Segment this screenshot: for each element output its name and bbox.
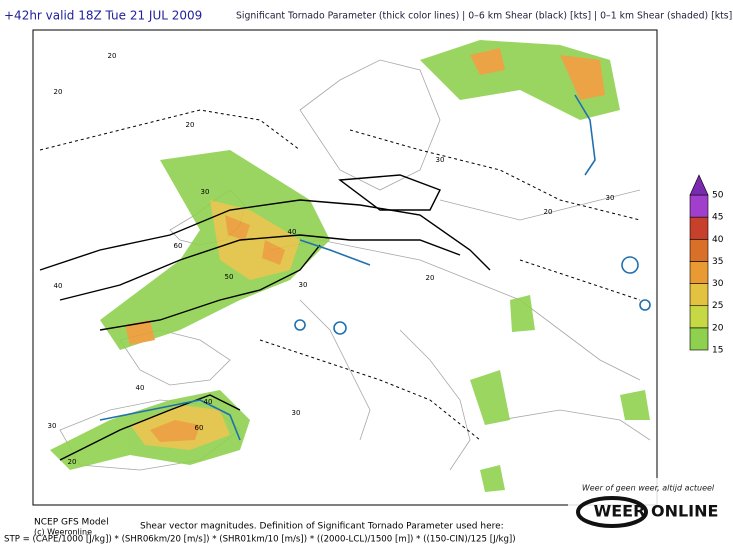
logo-ring (576, 496, 648, 528)
contour-label: 20 (426, 274, 435, 282)
contour (59, 234, 461, 301)
colorbar-box (689, 305, 709, 329)
model-name: NCEP GFS Model (34, 518, 109, 528)
shade-region (470, 48, 605, 100)
colorbar-box (689, 261, 709, 284)
contour (99, 244, 321, 331)
contour (59, 394, 241, 461)
colorbar-label: 45 (712, 213, 723, 223)
colorbar-label: 30 (712, 279, 724, 289)
contour-label: 40 (288, 228, 297, 236)
dashed-contours (39, 109, 641, 441)
contour (349, 129, 641, 221)
coastline (499, 409, 651, 441)
contour-label: 40 (136, 384, 145, 392)
shade-region (470, 295, 650, 492)
contour-label: 30 (299, 281, 308, 289)
colorbar-label: 50 (712, 191, 724, 201)
colorbar-label: 40 (712, 235, 724, 245)
map-area (32, 29, 658, 506)
contour-label: 60 (174, 242, 183, 250)
contour-label: 30 (292, 409, 301, 417)
contour (99, 399, 241, 441)
contour-label: 20 (544, 208, 553, 216)
contour (621, 256, 639, 274)
border (439, 189, 641, 221)
contour-label: 20 (108, 52, 117, 60)
contour-label: 20 (186, 121, 195, 129)
contour-labels: 20 20 20 30 30 40 50 60 40 30 20 40 30 20 40 60 30 20 30 (48, 52, 615, 466)
credit: (c) Weeronline (34, 528, 92, 537)
contour-label: 20 (54, 88, 63, 96)
contour-label: 50 (225, 273, 234, 281)
contour-label: 40 (54, 282, 63, 290)
colorbar-box (689, 216, 709, 240)
contour (333, 321, 347, 335)
contour-label: 30 (48, 422, 57, 430)
coastline (299, 59, 441, 191)
contour-label: 40 (204, 398, 213, 406)
formula: STP = (CAPE/1000 [J/kg]) * (SHR06km/20 [… (4, 535, 516, 544)
colorbar-box (689, 194, 709, 218)
contour (574, 94, 596, 176)
colorbar-box (689, 238, 709, 262)
shade-region (150, 420, 200, 442)
contour (338, 174, 441, 211)
logo: Weer of geen weer, altijd actueel WEER O… (568, 478, 730, 534)
shade-region (125, 215, 285, 345)
shear-shading (50, 40, 650, 492)
coastline (399, 329, 471, 471)
shade-region (100, 150, 330, 350)
contour (39, 199, 491, 271)
header-left: +42hr valid 18Z Tue 21 JUL 2009 (4, 9, 202, 23)
contour-label: 30 (436, 156, 445, 164)
colorbar-label: 35 (712, 257, 723, 267)
shear-06km-contours (39, 174, 491, 461)
contour (639, 299, 651, 311)
colorbar-label: 25 (712, 301, 723, 311)
logo-slogan: Weer of geen weer, altijd actueel (582, 484, 715, 493)
logo-name: WEER ONLINE (594, 502, 719, 521)
contour-label: 60 (195, 424, 204, 432)
header-right: Significant Tornado Parameter (thick col… (236, 11, 732, 22)
contour (39, 109, 301, 151)
stp-contours (99, 94, 651, 441)
colorbar-box (689, 283, 709, 307)
contour (259, 339, 481, 441)
coastline (269, 239, 641, 381)
contour-label: 30 (201, 188, 210, 196)
contour-label: 20 (68, 458, 77, 466)
colorbar-label: 20 (712, 323, 724, 333)
colorbar-box (689, 327, 709, 351)
coastline (299, 299, 371, 441)
caption: Shear vector magnitudes. Definition of S… (140, 522, 504, 532)
contour-label: 30 (606, 194, 615, 202)
colorbar: 15 20 25 30 35 40 45 50 (689, 174, 724, 356)
contour (299, 239, 371, 266)
colorbar-arrow (689, 174, 709, 196)
contour (294, 319, 306, 331)
colorbar-label: 15 (712, 346, 723, 356)
